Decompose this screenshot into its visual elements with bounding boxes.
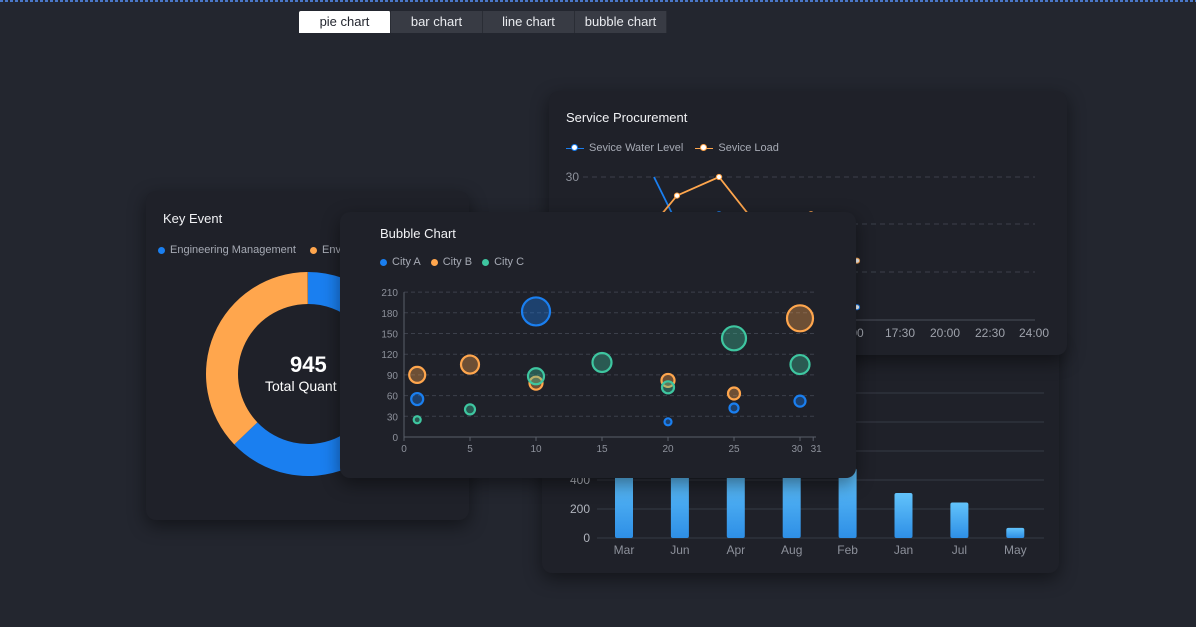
- x-tick-label: 30: [791, 444, 803, 455]
- y-tick-label: 90: [387, 371, 399, 382]
- bar: [838, 468, 857, 538]
- x-tick-label: 25: [728, 444, 740, 455]
- y-tick-label: 150: [381, 330, 398, 341]
- legend-item[interactable]: Env: [309, 244, 341, 256]
- tab-pie-chart[interactable]: pie chart: [299, 11, 391, 33]
- bar: [950, 502, 969, 538]
- y-tick-label: 210: [381, 288, 398, 299]
- y-tick-label: 200: [570, 502, 590, 516]
- top-accent-line: [0, 0, 1196, 2]
- legend-marker: [566, 144, 584, 152]
- series-point: [673, 192, 681, 199]
- y-tick-label: 180: [381, 309, 398, 320]
- x-tick-label: 20:00: [930, 326, 960, 340]
- x-tick-label: 20: [662, 444, 674, 455]
- bubble-point: [591, 351, 613, 374]
- bubble-point: [459, 354, 481, 375]
- x-tick-label: Jul: [952, 543, 967, 557]
- bar: [670, 468, 689, 538]
- tab-bar-chart[interactable]: bar chart: [391, 11, 483, 33]
- y-tick-label: 0: [583, 531, 590, 545]
- card-title: Service Procurement: [566, 110, 688, 125]
- line-legend: Sevice Water Level Sevice Load: [566, 142, 779, 154]
- bubble-point: [720, 325, 748, 352]
- bar: [894, 493, 913, 538]
- bubble-point: [463, 403, 477, 416]
- y-tick-label: 60: [387, 392, 399, 403]
- y-tick-label: 30: [566, 170, 580, 184]
- y-tick-label: 30: [387, 412, 399, 423]
- bubble-chart-card: Bubble Chart City A City B City C 0 30 60 9…: [340, 212, 856, 478]
- legend-label: City B: [442, 256, 473, 268]
- donut-center-value: 945: [290, 352, 327, 377]
- legend-label: Env: [321, 244, 341, 256]
- card-title: Key Event: [163, 211, 223, 226]
- tab-line-chart[interactable]: line chart: [483, 11, 575, 33]
- x-tick-label: Jan: [894, 543, 913, 557]
- bubble-point: [785, 304, 815, 333]
- legend-label: City C: [494, 256, 525, 268]
- legend-dot: [482, 258, 490, 266]
- x-tick-label: Apr: [726, 543, 745, 557]
- bubble-point: [660, 380, 676, 395]
- x-tick-label: 15: [596, 444, 608, 455]
- bar: [782, 468, 801, 538]
- bar: [1006, 527, 1025, 538]
- x-tick-label: Aug: [781, 543, 802, 557]
- card-title: Bubble Chart: [380, 226, 456, 241]
- bar: [726, 468, 745, 538]
- bubble-point: [408, 365, 427, 384]
- x-tick-label: 0: [401, 444, 407, 455]
- legend-item[interactable]: Sevice Load: [695, 142, 779, 154]
- bubble-point: [789, 353, 811, 376]
- legend-label: Engineering Management: [170, 244, 296, 256]
- x-tick-label: Mar: [614, 543, 635, 557]
- legend-item[interactable]: City B: [430, 256, 473, 268]
- legend-dot: [158, 246, 165, 254]
- chart-type-tabs: pie chart bar chart line chart bubble ch…: [299, 11, 667, 33]
- bubble-point: [728, 402, 740, 414]
- legend-dot: [430, 258, 438, 266]
- x-tick-label: Feb: [837, 543, 858, 557]
- x-tick-label: 10: [530, 444, 542, 455]
- legend-label: Sevice Water Level: [589, 142, 684, 154]
- legend-item[interactable]: City C: [482, 256, 524, 268]
- y-tick-label: 0: [392, 433, 398, 444]
- bubble-point: [520, 296, 552, 327]
- bar: [615, 468, 633, 538]
- x-tick-label: 24:00: [1019, 326, 1049, 340]
- donut-slice: [205, 272, 308, 445]
- bubble-point: [410, 391, 425, 407]
- legend-label: City A: [392, 256, 421, 268]
- bubble-point: [412, 415, 422, 425]
- x-tick-label: 5: [467, 444, 473, 455]
- bubble-chart: 0 30 60 90 120 150 180 210 0 5 10 15 20 25 30 31: [381, 288, 823, 455]
- x-tick-label: Jun: [670, 543, 689, 557]
- legend-label: Sevice Load: [718, 142, 779, 154]
- x-tick-label: 17:30: [885, 326, 915, 340]
- bubble-point: [726, 386, 742, 401]
- x-tick-label: 22:30: [975, 326, 1005, 340]
- bubble-point: [663, 417, 673, 427]
- legend-item[interactable]: Sevice Water Level: [566, 142, 683, 154]
- legend-dot: [309, 246, 317, 254]
- legend-item[interactable]: Engineering Management: [158, 244, 296, 256]
- donut-legend: Engineering Management Env: [158, 244, 341, 256]
- x-tick-label: May: [1004, 543, 1027, 557]
- legend-item[interactable]: City A: [380, 256, 421, 268]
- donut-center-label: Total Quant: [265, 378, 337, 394]
- legend-dot: [380, 258, 387, 266]
- bubble-point: [526, 367, 546, 386]
- bubble-legend: City A City B City C: [380, 256, 524, 268]
- x-tick-label: 31: [811, 444, 823, 455]
- bubble-point: [793, 394, 807, 408]
- tab-bubble-chart[interactable]: bubble chart: [575, 11, 667, 33]
- legend-marker: [695, 144, 714, 152]
- series-point: [715, 173, 723, 181]
- y-tick-label: 120: [381, 350, 398, 361]
